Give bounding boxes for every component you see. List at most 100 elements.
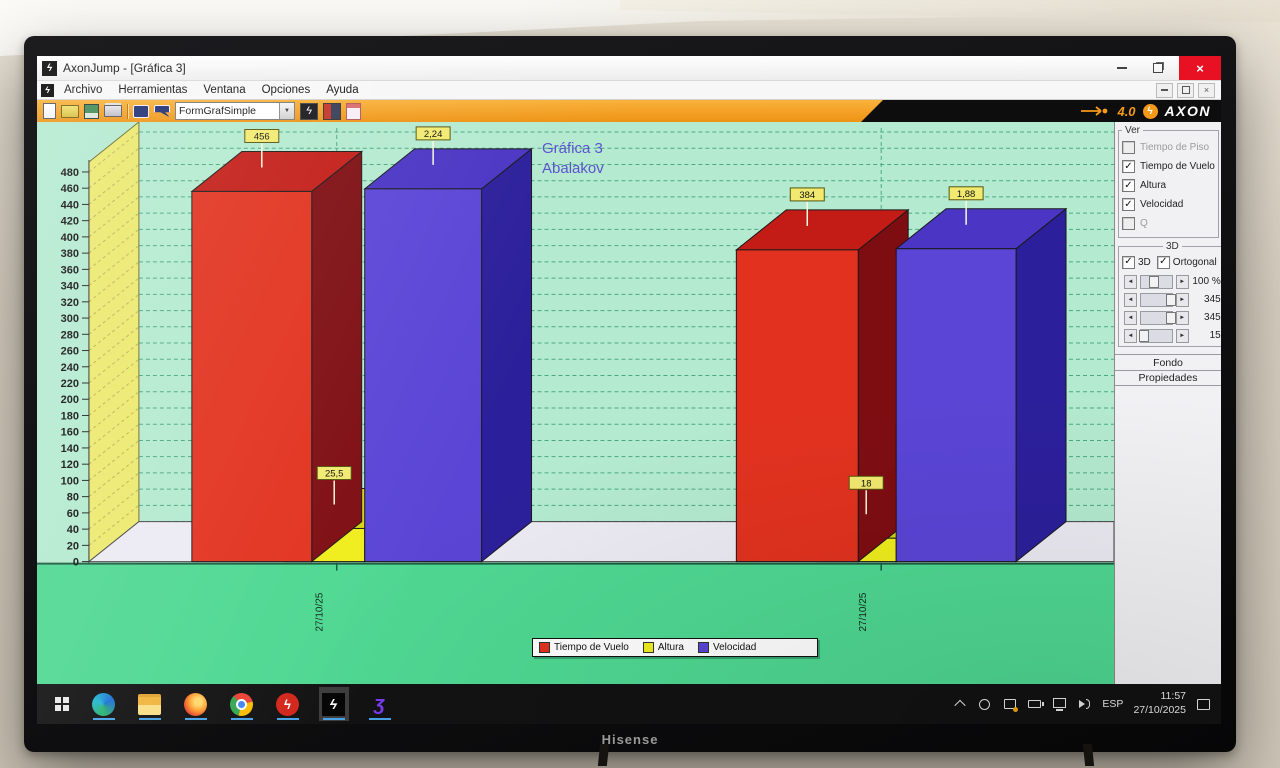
taskbar-app-edge-icon[interactable] [89,687,119,721]
tray-notification-icon[interactable] [1196,697,1211,712]
mdi-close-button[interactable]: × [1198,82,1215,98]
chart-legend: Tiempo de Vuelo Altura Velocidad [532,638,818,657]
save-icon[interactable] [84,103,99,119]
checkbox-box[interactable] [1122,217,1135,230]
menu-ayuda[interactable]: Ayuda [326,84,359,96]
menu-archivo[interactable]: Archivo [64,84,103,96]
checkbox-box[interactable] [1122,141,1135,154]
checkbox-box[interactable]: ✓ [1156,255,1170,269]
close-button[interactable]: × [1179,56,1221,80]
taskbar-app-gecko-icon[interactable]: ʒ [365,687,395,721]
checkbox-label: Velocidad [1140,199,1184,210]
tray-volume-icon[interactable] [1077,697,1092,712]
combobox-dropdown-icon[interactable]: ▼ [279,103,294,119]
slider-track[interactable] [1140,274,1173,289]
comment-arrow-icon[interactable] [154,104,170,118]
checkbox-tiempo-de-piso[interactable]: Tiempo de Piso [1122,138,1215,157]
slider-left-arrow[interactable]: ◄ [1124,292,1137,307]
svg-text:260: 260 [61,346,79,358]
edge-icon [92,692,115,716]
propiedades-button[interactable]: Propiedades [1115,370,1221,386]
svg-text:60: 60 [67,508,79,520]
mdi-minimize-button[interactable] [1156,82,1173,98]
menu-bar: ϟ Archivo Herramientas Ventana Opciones Ayud… [37,81,1221,100]
taskbar-app-chrome-icon[interactable] [227,687,257,721]
taskbar-app-video-icon[interactable]: ϟ [273,687,303,721]
slider-left-arrow[interactable]: ◄ [1124,328,1137,343]
slider-thumb[interactable] [1165,293,1176,306]
checkbox-tiempo-de-vuelo[interactable]: ✓ Tiempo de Vuelo [1122,157,1215,176]
checkbox-ortogonal[interactable]: ✓ Ortogonal [1156,254,1217,270]
fondo-button[interactable]: Fondo [1115,354,1221,370]
report-icon[interactable] [323,102,341,120]
slider-right-arrow[interactable]: ► [1175,310,1189,325]
calculator-icon[interactable] [346,102,361,120]
tray-clock-icon[interactable] [977,697,992,712]
print-icon[interactable] [104,105,122,117]
chart-title: Gráfica 3 Abalakov [542,139,604,180]
slider-track[interactable] [1140,310,1176,325]
comment-icon[interactable] [133,104,149,118]
slider-track[interactable] [1140,292,1176,307]
taskbar-clock[interactable]: 11:57 27/10/2025 [1133,690,1186,717]
svg-text:100: 100 [61,475,79,487]
tray-battery-icon[interactable] [1027,697,1045,712]
checkbox-box[interactable]: ✓ [1122,198,1135,211]
checkbox-velocidad[interactable]: ✓ Velocidad [1122,195,1215,214]
slider-thumb[interactable] [1139,329,1150,342]
slider-right-arrow[interactable]: ► [1175,328,1189,343]
svg-text:220: 220 [61,378,79,390]
slider-track[interactable] [1139,328,1173,343]
analysis-icon[interactable]: ϟ [300,102,318,120]
legend-label: Altura [657,642,684,653]
language-indicator[interactable]: ESP [1102,698,1124,710]
menu-herramientas[interactable]: Herramientas [118,84,188,96]
checkbox-q[interactable]: Q [1122,214,1215,233]
mdi-child-icon[interactable]: ϟ [41,83,54,97]
axonjump-window: ϟ AxonJump - [Gráfica 3] × ϟ Archivo Herr… [37,56,1221,724]
minimize-button[interactable] [1107,57,1137,79]
chrome-icon [230,692,253,716]
svg-text:300: 300 [61,313,79,325]
form-selector-value: FormGrafSimple [179,105,257,117]
checkbox-label: Ortogonal [1172,256,1217,268]
slider-left-arrow[interactable]: ◄ [1124,274,1137,289]
toolbar: FormGrafSimple ▼ ϟ 4.0 ϟ AXON [37,100,1221,122]
open-folder-icon[interactable] [61,104,79,118]
checkbox-altura[interactable]: ✓ Altura [1122,176,1215,195]
tray-display-icon[interactable] [1052,697,1067,712]
slider-right-arrow[interactable]: ► [1175,274,1189,289]
checkbox-label: Altura [1140,180,1167,191]
slider-thumb[interactable] [1148,275,1159,288]
mdi-restore-button[interactable] [1177,82,1194,98]
legend-swatch [697,642,709,653]
svg-text:27/10/25: 27/10/25 [858,592,869,631]
legend-swatch [539,642,550,653]
ver-groupbox: Ver Tiempo de Piso ✓ Tiempo de Vuelo ✓ Altur… [1118,125,1219,238]
menu-opciones[interactable]: Opciones [261,84,311,96]
checkbox-box[interactable]: ✓ [1122,160,1135,173]
slider-right-arrow[interactable]: ► [1175,292,1189,307]
taskbar-app-firefox-icon[interactable] [181,687,211,721]
axon-runner-icon: ϟ [1142,103,1158,119]
legend-item: Altura [642,642,684,653]
menu-ventana[interactable]: Ventana [203,84,246,96]
restore-button[interactable] [1143,57,1173,79]
checkbox-3d[interactable]: ✓ 3D [1122,254,1151,270]
tray-update-icon[interactable] [1002,697,1019,712]
svg-text:2,24: 2,24 [424,129,442,140]
new-document-icon[interactable] [43,103,56,119]
tray-chevron-up-icon[interactable] [952,697,967,712]
slider-value: 345 [1204,294,1221,305]
version-label: 4.0 [1117,103,1136,119]
toolbar-separator [127,103,128,119]
checkbox-box[interactable]: ✓ [1122,255,1135,269]
taskbar-app-explorer-icon[interactable] [135,687,165,721]
slider-row-2: ◄ ► 345 [1124,310,1221,325]
slider-thumb[interactable] [1165,311,1176,324]
start-button[interactable] [55,697,69,711]
checkbox-box[interactable]: ✓ [1122,179,1135,192]
form-selector-combobox[interactable]: FormGrafSimple ▼ [175,102,295,120]
taskbar-app-axonjump-icon[interactable]: ϟ [318,687,349,721]
slider-left-arrow[interactable]: ◄ [1124,310,1137,325]
